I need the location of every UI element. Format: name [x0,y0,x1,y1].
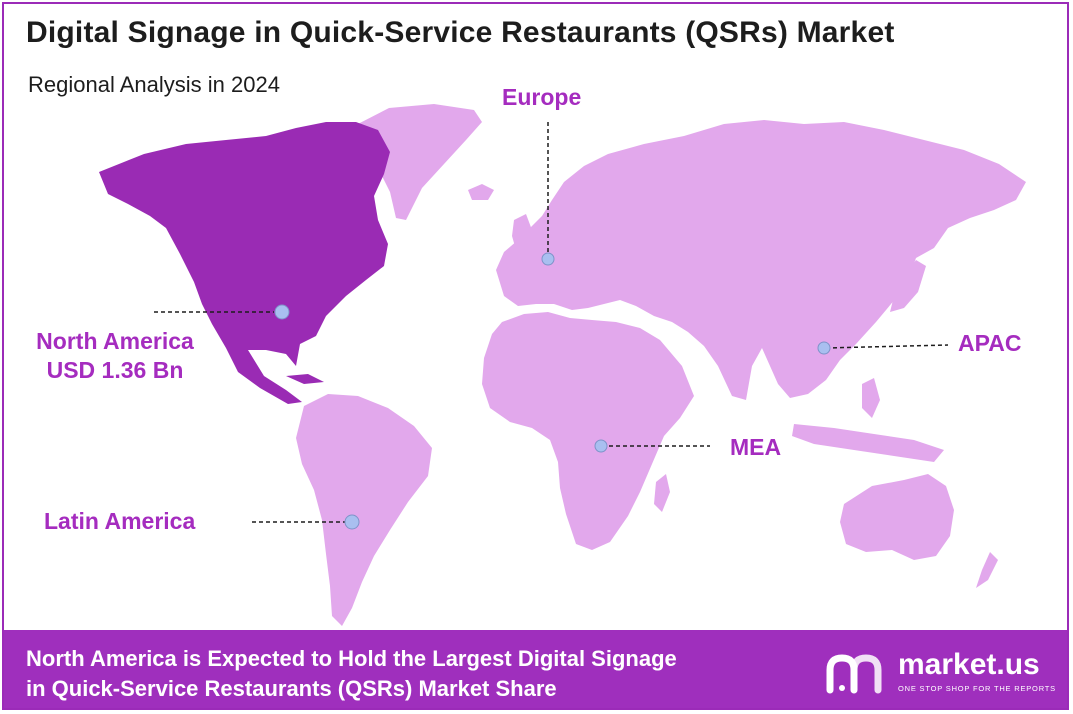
page-title: Digital Signage in Quick-Service Restaur… [26,16,895,49]
footer-statement: North America is Expected to Hold the La… [26,644,826,704]
brand-block[interactable]: market.us ONE STOP SHOP FOR THE REPORTS [824,648,1064,698]
other-regions-land [296,104,1026,626]
europe-marker[interactable] [541,252,555,266]
new-zealand-shape [976,552,998,588]
apac-label: APAC [958,330,1022,356]
brand-tagline: ONE STOP SHOP FOR THE REPORTS [898,684,1056,693]
indonesia-shape [792,424,944,462]
latin-america-label: Latin America [44,508,196,534]
europe-label: Europe [502,84,582,110]
apac-marker[interactable] [817,341,831,355]
caribbean-shape [286,374,324,384]
footer-line-2: in Quick-Service Restaurants (QSRs) Mark… [26,676,557,701]
japan-shape [890,260,926,312]
iceland-shape [468,184,494,200]
latin-america-marker[interactable] [344,514,360,530]
madagascar-shape [654,474,670,512]
footer-banner: North America is Expected to Hold the La… [4,630,1067,708]
mea-marker[interactable] [594,439,608,453]
market-us-logo-icon [826,654,882,694]
page-subtitle: Regional Analysis in 2024 [28,72,280,97]
south-america-shape [296,394,432,626]
eurasia-shape [496,120,1026,400]
north-america-value: USD 1.36 Bn [46,357,184,383]
philippines-shape [862,378,880,418]
world-map [99,104,1026,626]
mea-label: MEA [730,434,782,460]
australia-shape [840,474,954,560]
north-america-shape [99,122,390,404]
footer-line-1: North America is Expected to Hold the La… [26,646,677,671]
north-america-label: North America USD 1.36 Bn [20,328,210,384]
greenland-shape [354,104,482,220]
africa-shape [482,312,694,550]
uk-shape [512,214,532,250]
apac-leader-line [825,344,949,349]
brand-name: market.us [898,648,1040,681]
north-america-marker[interactable] [274,304,290,320]
north-america-name: North America [36,328,194,354]
